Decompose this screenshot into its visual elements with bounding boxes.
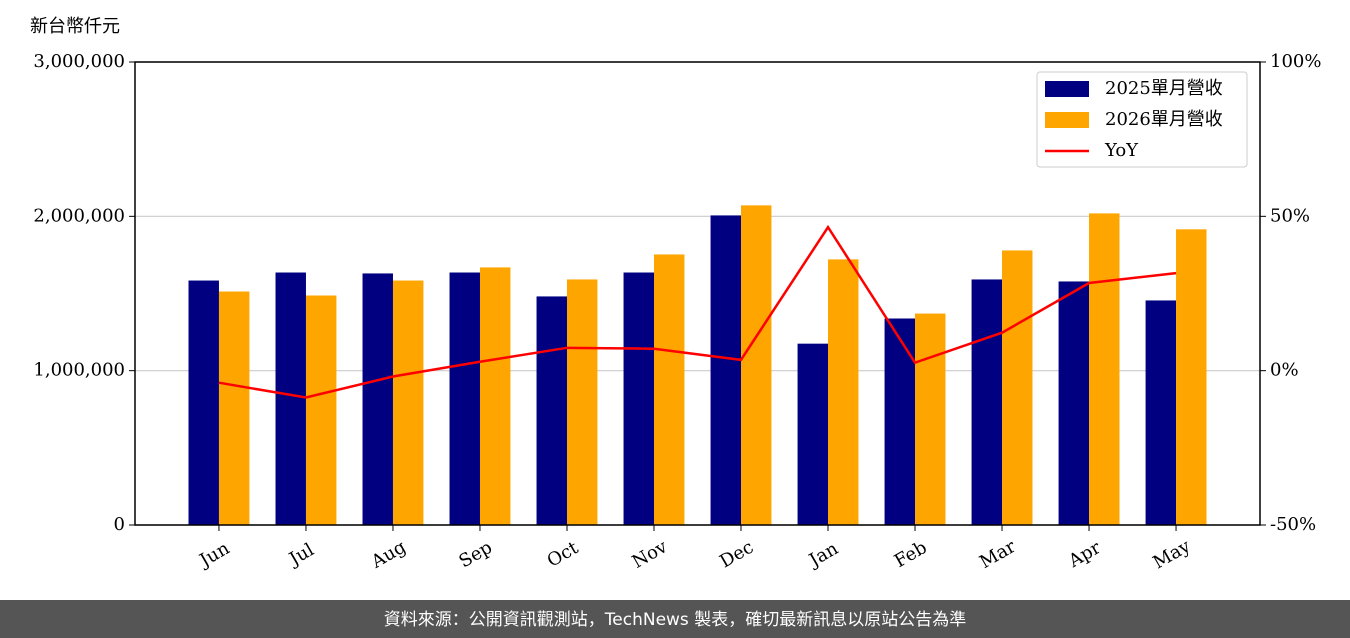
bar xyxy=(479,267,511,525)
legend-label: YoY xyxy=(1104,140,1139,161)
x-tick-label: May xyxy=(1150,535,1195,573)
bar xyxy=(1058,281,1090,525)
x-tick-label: Apr xyxy=(1064,537,1104,572)
bar xyxy=(741,205,772,525)
y2-tick-label: 0% xyxy=(1270,360,1299,381)
x-tick-label: Jan xyxy=(804,538,842,572)
bar xyxy=(710,215,742,525)
x-tick-label: Dec xyxy=(716,537,757,573)
x-tick-label: Jun xyxy=(195,538,234,573)
bar xyxy=(623,272,654,525)
bar xyxy=(915,313,946,525)
bar xyxy=(275,272,306,525)
bar xyxy=(971,279,1003,525)
x-tick-label: Nov xyxy=(629,536,672,573)
legend-box xyxy=(1036,71,1248,168)
y-tick-label: 2,000,000 xyxy=(33,205,125,226)
footer-text: 資料來源：公開資訊觀測站，TechNews 製表，確切最新訊息以原站公告為準 xyxy=(384,610,966,630)
bar xyxy=(653,254,685,525)
bar xyxy=(1002,250,1033,526)
bar xyxy=(797,343,829,525)
legend-label: 2026單月營收 xyxy=(1105,109,1223,130)
x-tick-label: Mar xyxy=(976,536,1020,573)
bar xyxy=(884,318,916,525)
bar xyxy=(305,295,337,525)
bar xyxy=(1089,213,1120,525)
y-tick-label: 0 xyxy=(114,514,125,535)
x-tick-label: Jul xyxy=(284,539,318,571)
y-tick-label: 3,000,000 xyxy=(33,51,125,72)
bar xyxy=(218,291,250,525)
y-tick-label: 1,000,000 xyxy=(33,360,125,381)
footer-bar xyxy=(0,600,1350,638)
y-axis-title: 新台幣仟元 xyxy=(30,16,120,37)
y2-tick-label: 100% xyxy=(1270,51,1321,72)
x-tick-label: Feb xyxy=(891,537,931,572)
bar xyxy=(1176,229,1207,525)
bar xyxy=(1145,300,1177,525)
bar xyxy=(362,273,393,525)
x-tick-label: Oct xyxy=(544,537,583,572)
legend-label: 2025單月營收 xyxy=(1105,78,1223,99)
y2-tick-label: 50% xyxy=(1270,205,1310,226)
plot-frame xyxy=(134,61,1261,526)
x-tick-label: Sep xyxy=(456,537,496,572)
legend-swatch xyxy=(1045,81,1089,97)
x-tick-label: Aug xyxy=(367,536,410,573)
y2-tick-label: -50% xyxy=(1270,514,1316,535)
bar xyxy=(566,279,598,525)
bar xyxy=(828,259,859,525)
bar xyxy=(536,296,567,525)
yoy-line xyxy=(218,224,1177,399)
bar xyxy=(449,272,480,525)
legend-swatch xyxy=(1045,112,1089,128)
bar xyxy=(392,280,424,525)
bar xyxy=(188,280,219,525)
